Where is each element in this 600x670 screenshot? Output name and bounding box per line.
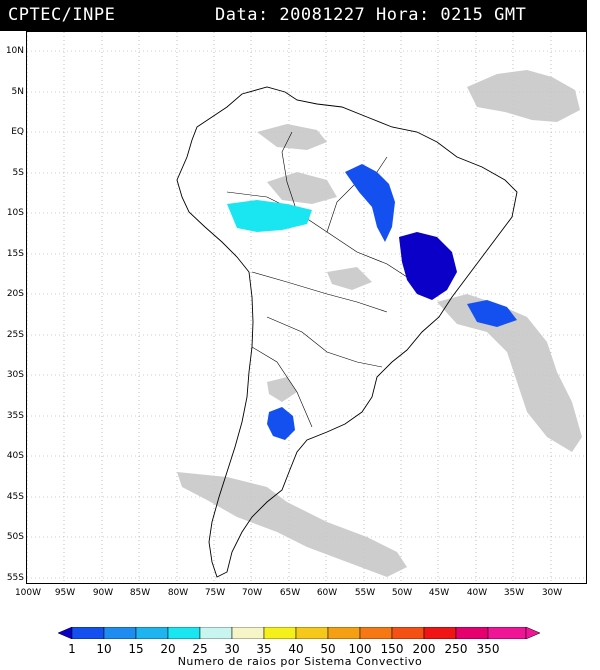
lon-tick: 70W (241, 588, 263, 598)
colorbar-tick: 15 (128, 642, 144, 656)
colorbar-tick: 350 (476, 642, 500, 656)
lat-tick: 55S (6, 573, 24, 583)
lat-tick: 10S (6, 208, 24, 218)
coastlines (176, 86, 518, 578)
lon-tick: 35W (503, 588, 525, 598)
colorbar-tick: 35 (256, 642, 272, 656)
product-title: CPTEC/INPE (8, 5, 116, 25)
colorbar-tick: 250 (444, 642, 468, 656)
lat-tick: 15S (6, 249, 24, 259)
lat-tick: 50S (6, 532, 24, 542)
colorbar-tick: 30 (224, 642, 240, 656)
colorbar-tick: 100 (348, 642, 372, 656)
cloud-cover (177, 70, 582, 577)
lon-tick: 55W (354, 588, 376, 598)
lon-tick: 85W (129, 588, 151, 598)
colorbar (58, 627, 540, 639)
colorbar-seg (231, 627, 265, 639)
lightning-clusters (227, 164, 517, 440)
colorbar-seg (455, 627, 489, 639)
lon-tick: 100W (14, 588, 42, 598)
colorbar-seg (71, 627, 105, 639)
country-borders (226, 131, 408, 428)
lat-tick: 25S (6, 330, 24, 340)
colorbar-seg (487, 627, 527, 639)
header-bar: CPTEC/INPE Data: 20081227 Hora: 0215 GMT (0, 0, 587, 31)
lon-tick: 40W (466, 588, 488, 598)
colorbar-tick: 1 (68, 642, 76, 656)
lon-tick: 30W (541, 588, 563, 598)
lat-tick: 45S (6, 492, 24, 502)
colorbar-seg (199, 627, 233, 639)
colorbar-tick: 150 (380, 642, 404, 656)
colorbar-seg (327, 627, 361, 639)
lat-tick: 10N (5, 46, 24, 56)
colorbar-seg (135, 627, 169, 639)
colorbar-seg (391, 627, 425, 639)
lat-tick: 20S (6, 289, 24, 299)
colorbar-caption: Numero de raios por Sistema Convectivo (177, 655, 423, 668)
colorbar-seg (423, 627, 457, 639)
colorbar-seg (58, 627, 73, 639)
colorbar-tick: 10 (96, 642, 112, 656)
lon-tick: 45W (428, 588, 450, 598)
map-panel (26, 31, 587, 584)
colorbar-seg (167, 627, 201, 639)
colorbar-tick: 25 (192, 642, 208, 656)
colorbar-seg (359, 627, 393, 639)
lon-tick: 90W (92, 588, 114, 598)
lon-tick: 50W (391, 588, 413, 598)
colorbar-tick: 20 (160, 642, 176, 656)
colorbar-seg (295, 627, 329, 639)
lon-tick: 60W (316, 588, 338, 598)
colorbar-seg (525, 627, 540, 639)
datetime-label: Data: 20081227 Hora: 0215 GMT (215, 5, 527, 25)
lon-tick: 65W (279, 588, 301, 598)
south-america-map (27, 32, 586, 583)
lat-tick: 35S (6, 411, 24, 421)
colorbar-seg (103, 627, 137, 639)
lat-tick: 40S (6, 451, 24, 461)
lat-tick: 5N (11, 87, 24, 97)
lat-tick: 30S (6, 370, 24, 380)
lon-tick: 75W (204, 588, 226, 598)
colorbar-tick: 50 (320, 642, 336, 656)
lon-tick: 95W (54, 588, 76, 598)
lon-tick: 80W (167, 588, 189, 598)
colorbar-seg (263, 627, 297, 639)
colorbar-tick: 200 (412, 642, 436, 656)
lat-tick: EQ (11, 127, 24, 137)
colorbar-tick: 40 (288, 642, 304, 656)
lat-tick: 5S (12, 168, 24, 178)
